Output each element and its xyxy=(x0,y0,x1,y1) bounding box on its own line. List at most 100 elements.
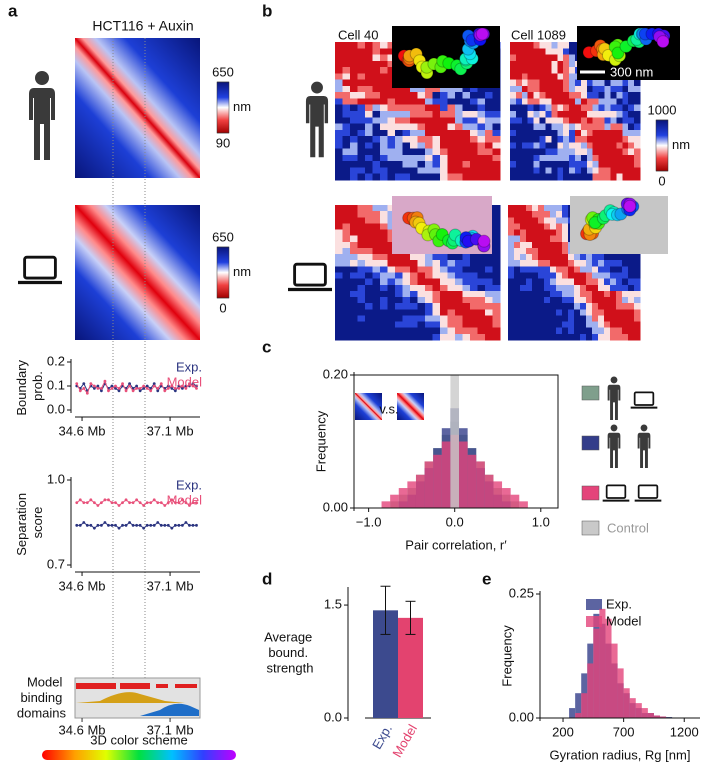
heatmap-cell xyxy=(425,154,433,162)
heatmap-cell xyxy=(380,136,388,143)
heatmap-cell xyxy=(395,315,403,322)
heatmap-cell xyxy=(520,260,527,267)
heatmap-cell xyxy=(342,98,351,106)
heatmap-cell xyxy=(544,333,551,341)
heatmap-cell xyxy=(544,297,551,304)
heatmap-cell xyxy=(610,297,617,304)
heatmap-cell xyxy=(610,111,617,118)
heatmap-cell xyxy=(562,309,569,316)
heatmap-cell xyxy=(380,297,388,304)
heatmap-cell xyxy=(372,309,381,316)
heatmap-cell xyxy=(598,167,605,175)
heatmap-cell xyxy=(598,315,605,322)
heatmap-cell xyxy=(526,333,533,341)
heatmap-cell xyxy=(556,260,563,267)
heatmap-cell xyxy=(350,327,358,335)
heatmap-cell xyxy=(533,136,540,143)
heatmap-cell xyxy=(604,136,611,143)
point xyxy=(89,523,93,527)
heatmap-cell xyxy=(477,260,486,267)
legend-label: Exp. xyxy=(176,359,202,374)
heatmap-cell xyxy=(380,315,388,322)
heatmap-cell xyxy=(556,278,563,286)
point xyxy=(138,501,142,505)
heatmap-cell xyxy=(622,104,629,112)
heatmap-cell xyxy=(586,278,593,286)
heatmap-cell xyxy=(425,254,433,261)
panel-label: b xyxy=(262,1,272,20)
heatmap-cell xyxy=(580,129,588,137)
heatmap-cell xyxy=(575,173,582,181)
heatmap-cell xyxy=(604,161,611,168)
heatmap-cell xyxy=(477,266,486,273)
heatmap-cell xyxy=(365,241,373,249)
heatmap-cell xyxy=(372,327,381,335)
heatmap-cell xyxy=(532,260,539,267)
legend-swatch xyxy=(581,485,600,501)
heatmap-cell xyxy=(562,247,569,255)
heatmap-cell xyxy=(417,309,426,316)
heatmap-cell xyxy=(410,154,418,162)
heatmap-cell xyxy=(515,85,523,93)
heatmap-cell xyxy=(350,60,358,68)
heatmap-cell xyxy=(508,297,515,304)
heatmap-cell xyxy=(544,284,551,292)
heatmap-cell xyxy=(372,142,381,149)
heatmap-cell xyxy=(372,272,381,279)
heatmap-cell xyxy=(604,303,611,310)
y-tick-label: 0.1 xyxy=(47,377,65,392)
heatmap-cell xyxy=(533,148,540,156)
heatmap-cell xyxy=(550,321,557,329)
heatmap-cell xyxy=(569,148,576,156)
point xyxy=(145,384,149,388)
panel-label: c xyxy=(262,337,271,356)
heatmap-cell xyxy=(372,235,381,243)
heatmap-cell xyxy=(610,309,617,316)
heatmap-cell xyxy=(365,266,373,273)
heatmap-cell xyxy=(622,297,629,304)
heatmap-cell xyxy=(402,303,411,310)
heatmap-cell xyxy=(350,229,358,236)
heatmap-cell xyxy=(335,247,343,255)
heatmap-cell xyxy=(550,247,557,255)
heatmap-cell xyxy=(556,321,563,329)
heatmap-cell xyxy=(545,167,552,175)
heatmap-cell xyxy=(515,92,523,99)
point xyxy=(117,387,121,390)
heatmap-cell xyxy=(520,247,527,255)
heatmap-cell xyxy=(592,148,599,156)
histogram-bar xyxy=(569,708,576,718)
point xyxy=(114,501,117,505)
heatmap-cell xyxy=(551,54,558,62)
point xyxy=(166,501,170,505)
heatmap-cell xyxy=(350,98,358,106)
heatmap-cell xyxy=(514,211,521,218)
heatmap-cell xyxy=(592,173,599,181)
heatmap-cell xyxy=(562,211,569,218)
heatmap-cell xyxy=(616,315,623,322)
heatmap-cell xyxy=(477,290,486,298)
heatmap-cell xyxy=(365,154,373,162)
heatmap-cell xyxy=(586,173,594,181)
heatmap-cell xyxy=(610,272,617,279)
heatmap-cell xyxy=(526,229,533,236)
heatmap-cell xyxy=(575,123,582,131)
heatmap-cell xyxy=(622,327,629,335)
heatmap-cell xyxy=(402,142,411,149)
heatmap-cell xyxy=(440,142,448,149)
heatmap-cell xyxy=(586,129,594,137)
heatmap-cell xyxy=(520,327,527,335)
histogram-bar xyxy=(611,643,618,718)
heatmap-cell xyxy=(550,284,557,292)
heatmap-cell xyxy=(508,333,515,341)
heatmap-cell xyxy=(350,284,358,292)
heatmap-cell xyxy=(447,278,456,286)
heatmap-cell xyxy=(562,241,569,249)
heatmap-cell xyxy=(477,148,486,156)
heatmap-cell xyxy=(440,303,448,310)
heatmap-cell xyxy=(521,117,529,124)
point xyxy=(96,387,100,390)
heatmap-cell xyxy=(569,117,576,124)
heatmap-cell xyxy=(402,167,411,175)
heatmap-cell xyxy=(538,205,545,212)
